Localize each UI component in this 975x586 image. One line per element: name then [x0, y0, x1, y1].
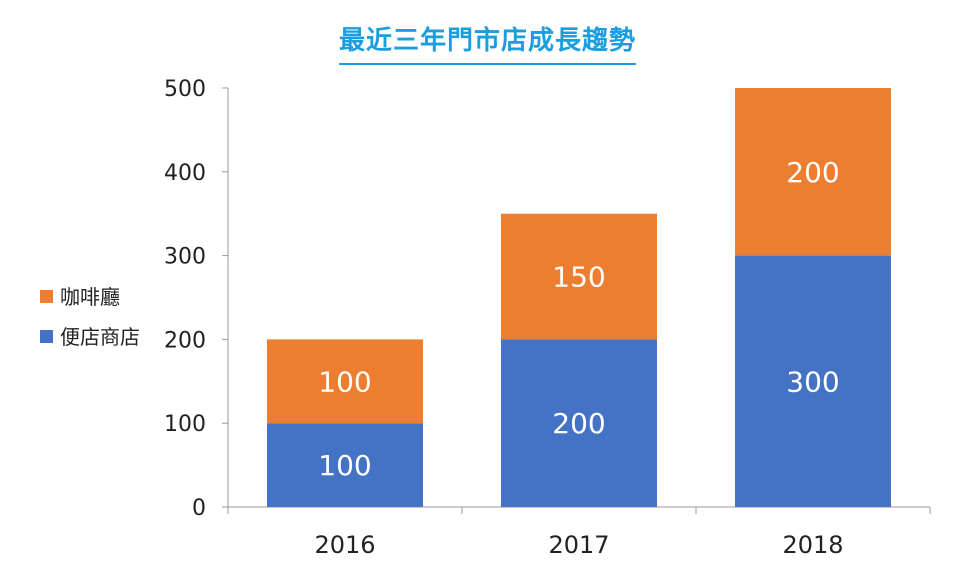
x-tick-label: 2017	[548, 531, 609, 559]
data-label: 200	[552, 407, 605, 440]
bar-2018-series-1	[735, 255, 891, 507]
bar-2016-series-1	[267, 423, 423, 507]
bar-2017-series-2	[501, 213, 657, 340]
y-tick-label: 100	[164, 412, 206, 437]
y-tick-label: 500	[164, 77, 206, 102]
data-label: 300	[786, 365, 839, 398]
data-label: 100	[318, 365, 371, 398]
legend-swatch	[40, 290, 53, 303]
x-tick-label: 2018	[782, 531, 843, 559]
bar-2018-series-2	[735, 88, 891, 256]
y-tick-label: 400	[164, 161, 206, 186]
data-label: 100	[318, 449, 371, 482]
y-tick-label: 0	[192, 496, 206, 521]
data-label: 200	[786, 156, 839, 189]
data-label: 150	[552, 261, 605, 294]
legend-swatch	[40, 330, 53, 343]
y-tick-label: 200	[164, 328, 206, 353]
x-tick-label: 2016	[314, 531, 375, 559]
bar-2017-series-1	[501, 339, 657, 507]
legend-label: 便店商店	[60, 325, 140, 349]
bar-2016-series-2	[267, 339, 423, 424]
legend-label: 咖啡廳	[60, 285, 120, 309]
y-tick-label: 300	[164, 245, 206, 270]
